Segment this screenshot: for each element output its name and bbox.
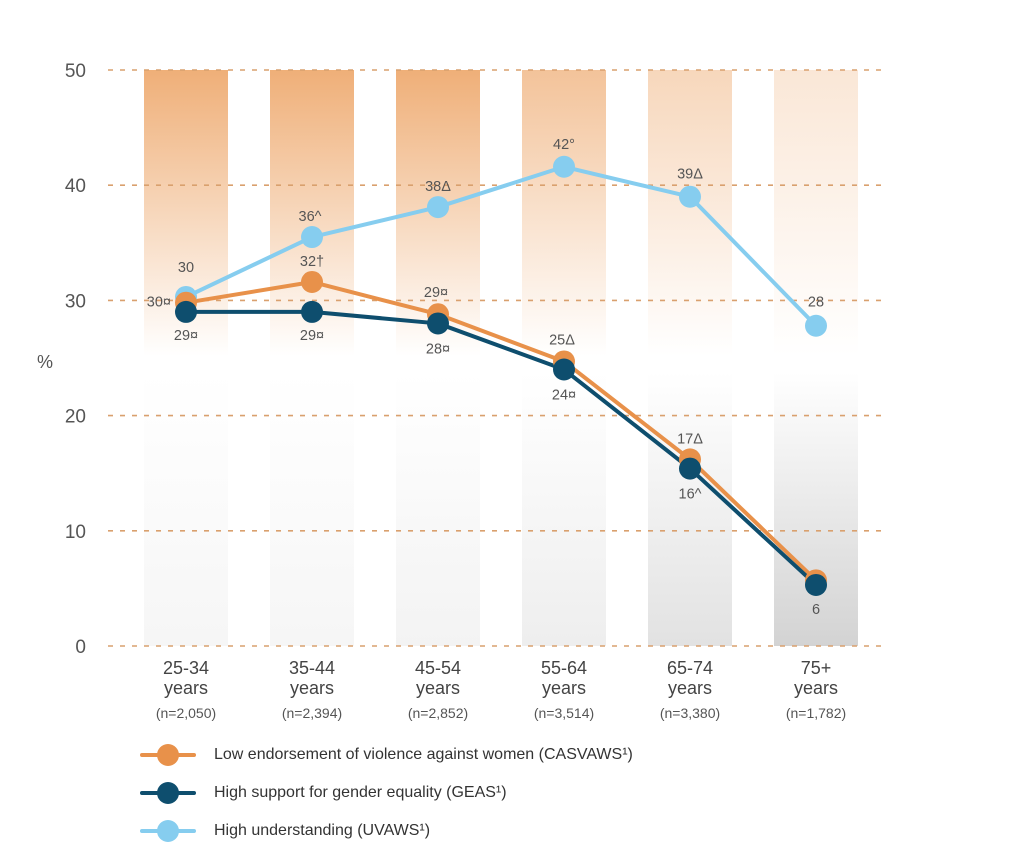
data-label-uvaws: 36^ bbox=[299, 209, 322, 225]
background-bar-upper bbox=[774, 70, 858, 356]
data-label-geas: 6 bbox=[812, 602, 820, 618]
data-point-uvaws bbox=[301, 226, 323, 249]
data-label-uvaws: 30 bbox=[178, 260, 194, 276]
data-label-geas: 16^ bbox=[679, 487, 702, 503]
data-label-casvaws: 32† bbox=[300, 254, 324, 270]
data-point-uvaws bbox=[427, 196, 449, 219]
x-tick-label-years: years bbox=[542, 678, 586, 698]
data-point-geas bbox=[553, 358, 575, 381]
data-point-geas bbox=[805, 573, 827, 596]
y-tick-label: 0 bbox=[75, 637, 86, 658]
legend-swatch-casvaws bbox=[140, 743, 196, 767]
x-tick-sample-size: (n=3,514) bbox=[534, 705, 594, 721]
legend-label: High support for gender equality (GEAS¹) bbox=[214, 784, 507, 801]
data-label-geas: 29¤ bbox=[174, 328, 198, 344]
data-point-uvaws bbox=[679, 185, 701, 208]
y-axis-label: % bbox=[37, 352, 53, 372]
data-point-uvaws bbox=[553, 155, 575, 178]
data-label-geas: 28¤ bbox=[426, 341, 450, 357]
series-line-casvaws bbox=[184, 279, 818, 583]
data-label-uvaws: 28 bbox=[808, 295, 824, 311]
series-line-geas bbox=[184, 309, 818, 587]
data-label-casvaws: 30¤ bbox=[147, 295, 171, 311]
x-tick-label-years: years bbox=[794, 678, 838, 698]
x-tick-label-years: years bbox=[290, 678, 334, 698]
x-tick-sample-size: (n=2,852) bbox=[408, 705, 468, 721]
y-tick-label: 40 bbox=[65, 176, 86, 197]
background-bar-upper bbox=[522, 70, 606, 356]
data-labels: 30 36^ 38Δ 42° 39Δ 28 30¤ 32† 29¤ 25Δ 17Δ 29¤ 29¤ 28¤… bbox=[147, 137, 824, 618]
x-tick-sample-size: (n=3,380) bbox=[660, 705, 720, 721]
data-point-uvaws bbox=[805, 314, 827, 337]
data-label-uvaws: 38Δ bbox=[425, 179, 451, 195]
x-tick-label-years: years bbox=[164, 678, 208, 698]
series-lines bbox=[184, 164, 818, 587]
x-tick-label: 65-74 bbox=[667, 658, 713, 678]
series-points bbox=[175, 155, 827, 596]
background-bar-lower bbox=[522, 372, 606, 646]
legend-item-uvaws: High understanding (UVAWS¹) bbox=[140, 812, 633, 850]
y-tick-label: 30 bbox=[65, 291, 86, 312]
data-label-casvaws: 17Δ bbox=[677, 431, 703, 447]
data-label-casvaws: 25Δ bbox=[549, 332, 575, 348]
y-tick-label: 20 bbox=[65, 407, 86, 428]
data-point-geas bbox=[175, 300, 197, 323]
legend-label: High understanding (UVAWS¹) bbox=[214, 822, 431, 839]
x-tick-sample-size: (n=2,394) bbox=[282, 705, 342, 721]
x-tick-label: 25-34 bbox=[163, 658, 209, 678]
series-line-uvaws bbox=[184, 164, 818, 328]
x-tick-label: 45-54 bbox=[415, 658, 461, 678]
background-bars bbox=[144, 70, 858, 646]
data-label-geas: 24¤ bbox=[552, 388, 576, 404]
legend-swatch-geas bbox=[140, 781, 196, 805]
data-point-geas bbox=[427, 312, 449, 335]
x-tick-label-years: years bbox=[668, 678, 712, 698]
legend-marker bbox=[157, 820, 179, 842]
y-tick-label: 50 bbox=[65, 61, 86, 82]
data-label-geas: 29¤ bbox=[300, 328, 324, 344]
data-point-geas bbox=[679, 457, 701, 480]
data-label-uvaws: 39Δ bbox=[677, 167, 703, 183]
x-tick-label: 35-44 bbox=[289, 658, 335, 678]
x-tick-label: 75+ bbox=[801, 658, 832, 678]
legend-marker bbox=[157, 782, 179, 804]
y-tick-label: 10 bbox=[65, 522, 86, 543]
legend-item-casvaws: Low endorsement of violence against wome… bbox=[140, 736, 633, 774]
legend-marker bbox=[157, 744, 179, 766]
background-bar-upper bbox=[648, 70, 732, 356]
data-label-casvaws: 29¤ bbox=[424, 285, 448, 301]
background-bar-lower bbox=[648, 372, 732, 646]
data-point-geas bbox=[301, 300, 323, 323]
background-bar-lower bbox=[270, 372, 354, 646]
legend-swatch-uvaws bbox=[140, 819, 196, 843]
x-tick-sample-size: (n=1,782) bbox=[786, 705, 846, 721]
background-bar-lower bbox=[144, 372, 228, 646]
x-tick-label: 55-64 bbox=[541, 658, 587, 678]
x-tick-sample-size: (n=2,050) bbox=[156, 705, 216, 721]
legend: Low endorsement of violence against wome… bbox=[140, 736, 633, 850]
data-label-uvaws: 42° bbox=[553, 137, 575, 153]
x-axis-ticks: 25-34years(n=2,050)35-44years(n=2,394)45… bbox=[156, 658, 846, 721]
legend-item-geas: High support for gender equality (GEAS¹) bbox=[140, 774, 633, 812]
y-axis-ticks: 0 10 20 30 40 50 bbox=[65, 61, 86, 658]
background-bar-lower bbox=[396, 372, 480, 646]
data-point-casvaws bbox=[301, 270, 323, 293]
legend-label: Low endorsement of violence against wome… bbox=[214, 746, 633, 763]
background-bar-lower bbox=[774, 372, 858, 646]
x-tick-label-years: years bbox=[416, 678, 460, 698]
